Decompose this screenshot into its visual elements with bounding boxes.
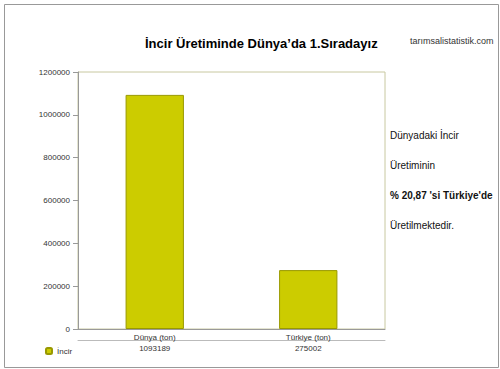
svg-text:Türkiye (ton): Türkiye (ton): [286, 333, 331, 342]
svg-text:400000: 400000: [43, 239, 70, 248]
svg-text:1200000: 1200000: [39, 68, 71, 77]
svg-text:Üretilmektedir.: Üretilmektedir.: [390, 220, 454, 231]
svg-text:275002: 275002: [295, 344, 322, 353]
svg-text:1093189: 1093189: [139, 344, 171, 353]
svg-text:Üretiminin: Üretiminin: [390, 160, 435, 171]
svg-text:İncir: İncir: [57, 347, 72, 356]
svg-text:600000: 600000: [43, 196, 70, 205]
svg-text:İncir Üretiminde Dünya’da 1.Sı: İncir Üretiminde Dünya’da 1.Sıradayız: [145, 36, 378, 51]
svg-text:Dünya (ton): Dünya (ton): [134, 333, 176, 342]
svg-text:0: 0: [66, 325, 71, 334]
svg-text:% 20,87 'si Türkiye'de: % 20,87 'si Türkiye'de: [390, 190, 493, 201]
svg-text:800000: 800000: [43, 153, 70, 162]
svg-text:Dünyadaki İncir: Dünyadaki İncir: [390, 129, 460, 141]
svg-text:tarımsalistatistik.com: tarımsalistatistik.com: [410, 36, 494, 46]
svg-text:1000000: 1000000: [39, 110, 71, 119]
svg-text:200000: 200000: [43, 282, 70, 291]
